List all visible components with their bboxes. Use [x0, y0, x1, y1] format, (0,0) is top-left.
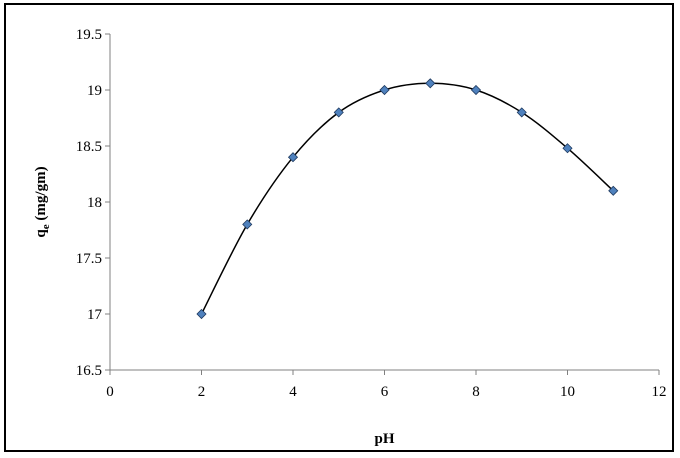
y-tick-label: 19.5 — [76, 27, 102, 43]
y-axis-title-rest: (mg/gm) — [33, 166, 49, 224]
data-point — [196, 308, 207, 320]
data-point — [379, 84, 390, 96]
y-axis-title-sub: e — [40, 224, 52, 229]
y-axis-title-main: q — [33, 229, 49, 238]
x-axis-ticks: 0 2 4 6 8 10 12 — [106, 370, 667, 400]
data-point — [242, 219, 253, 230]
y-tick-label: 17.5 — [76, 251, 102, 267]
x-tick-label: 8 — [472, 384, 480, 400]
data-point — [470, 84, 482, 96]
y-axis-ticks: 16.5 17 17.5 18 18.5 19 19.5 — [76, 27, 110, 379]
x-axis-title: pH — [374, 431, 394, 447]
y-tick-label: 18.5 — [76, 139, 102, 155]
chart-frame — [4, 3, 674, 452]
data-point — [425, 78, 436, 89]
x-tick-label: 2 — [198, 384, 206, 400]
series-curve — [200, 82, 614, 315]
x-tick-label: 6 — [381, 384, 389, 400]
data-point — [608, 185, 619, 196]
data-point — [562, 143, 573, 154]
series-markers — [196, 78, 619, 320]
y-tick-label: 17 — [87, 307, 103, 323]
x-tick-label: 0 — [106, 384, 114, 400]
data-point — [287, 152, 299, 163]
x-tick-label: 12 — [652, 384, 667, 400]
data-point — [333, 107, 344, 118]
data-point — [516, 107, 527, 118]
y-tick-label: 19 — [87, 83, 102, 99]
x-tick-label: 4 — [289, 384, 297, 400]
y-tick-label: 18 — [87, 195, 102, 211]
y-axis-title: qe (mg/gm) — [33, 166, 52, 237]
x-tick-label: 10 — [560, 384, 575, 400]
y-tick-label: 16.5 — [76, 363, 102, 379]
